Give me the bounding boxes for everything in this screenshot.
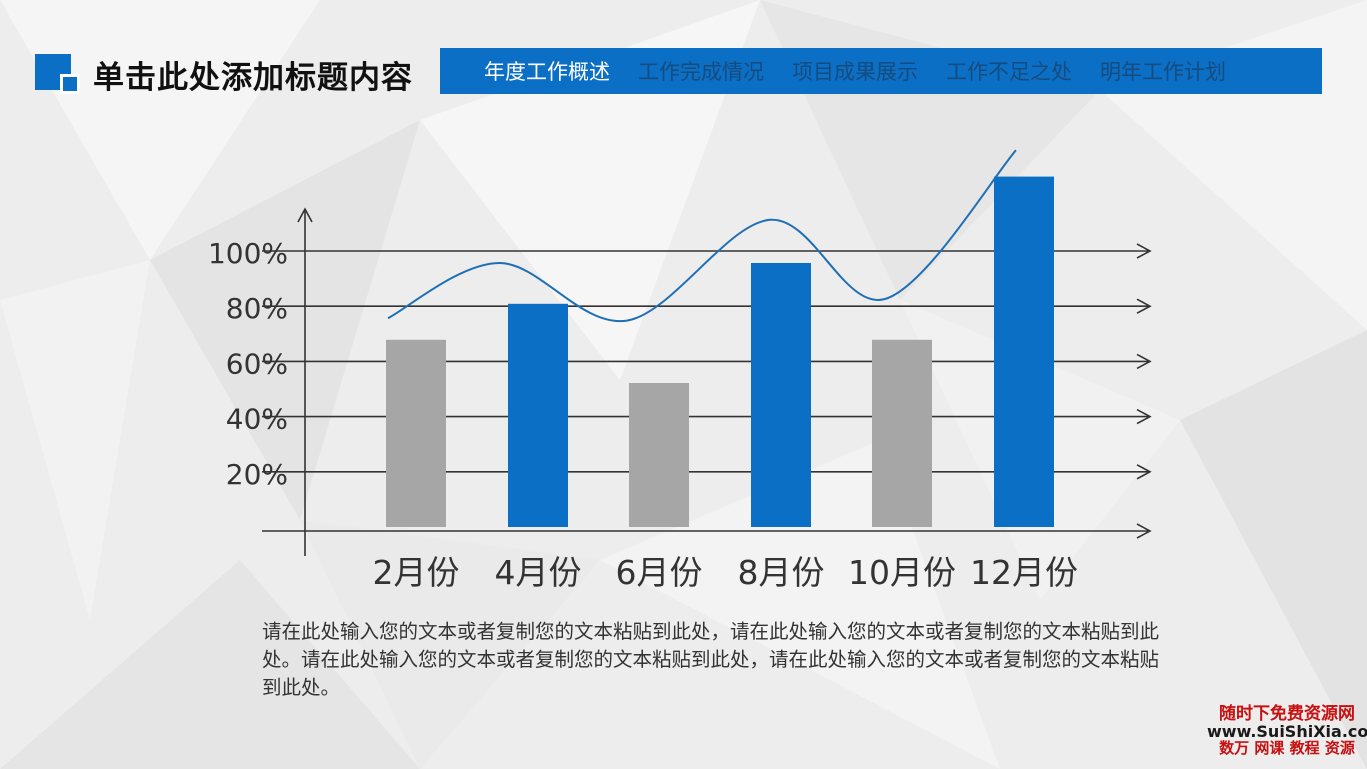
- tab-work-completion[interactable]: 工作完成情况: [638, 60, 764, 84]
- bar: [872, 339, 932, 527]
- tab-annual-overview[interactable]: 年度工作概述: [484, 60, 610, 84]
- nav-tab-bar: 年度工作概述 工作完成情况 项目成果展示 工作不足之处 明年工作计划: [440, 48, 1322, 94]
- watermark: 随时下免费资源网 www.SuiShiXia.com 数万 网课 教程 资源: [1207, 704, 1367, 757]
- x-tick-label: 8月份: [738, 553, 825, 592]
- watermark-line-2: www.SuiShiXia.com: [1207, 721, 1367, 741]
- y-tick-label: 80%: [226, 292, 288, 325]
- y-tick-label: 60%: [226, 347, 288, 380]
- y-axis: [297, 207, 313, 556]
- x-axis: [262, 523, 1152, 539]
- y-tick-label: 100%: [208, 237, 288, 270]
- tab-shortcomings[interactable]: 工作不足之处: [946, 60, 1072, 84]
- page-title: 单击此处添加标题内容: [93, 60, 413, 96]
- bar: [386, 339, 446, 527]
- x-tick-label: 4月份: [495, 553, 582, 592]
- x-tick-label: 6月份: [616, 553, 703, 592]
- description-text: 请在此处输入您的文本或者复制您的文本粘贴到此处，请在此处输入您的文本或者复制您的…: [262, 620, 1160, 699]
- bar: [508, 303, 568, 527]
- watermark-line-3: 数万 网课 教程 资源: [1219, 738, 1355, 757]
- bar: [751, 263, 811, 527]
- logo-mark: [35, 54, 81, 94]
- bar: [629, 383, 689, 527]
- bar: [994, 176, 1054, 527]
- y-tick-label: 40%: [226, 403, 288, 436]
- tab-project-results[interactable]: 项目成果展示: [792, 60, 918, 84]
- x-tick-label: 10月份: [848, 553, 956, 592]
- trend-line: [387, 149, 1017, 323]
- x-tick-label: 2月份: [373, 553, 460, 592]
- x-tick-label: 12月份: [970, 553, 1078, 592]
- tab-next-year-plan[interactable]: 明年工作计划: [1100, 60, 1226, 84]
- watermark-line-1: 随时下免费资源网: [1219, 704, 1355, 724]
- y-tick-label: 20%: [226, 458, 288, 491]
